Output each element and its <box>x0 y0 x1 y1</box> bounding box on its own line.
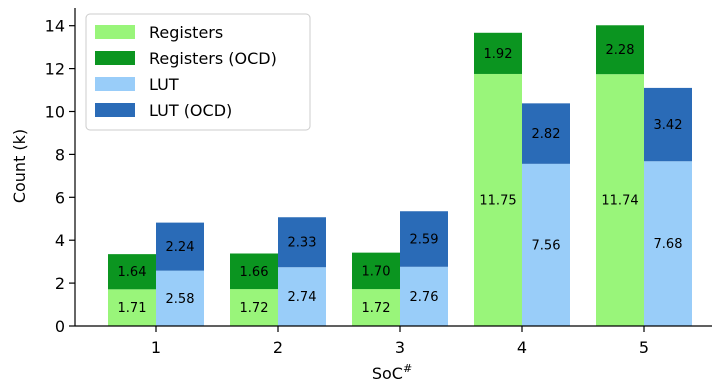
y-tick-label: 8 <box>55 145 65 164</box>
y-axis-title: Count (k) <box>10 129 29 203</box>
y-tick-label: 4 <box>55 231 65 250</box>
bar-registers-ocd-3 <box>352 252 400 290</box>
data-label-lut-base-3: 2.76 <box>410 290 439 305</box>
x-tick-label-3: 3 <box>395 338 405 357</box>
data-label-lut-ocd-5: 3.42 <box>654 118 683 133</box>
x-axis-title: SoC# <box>372 362 412 383</box>
bar-registers-base-4 <box>474 73 522 327</box>
data-label-registers-ocd-1: 1.64 <box>118 265 147 280</box>
bar-lut-ocd-4 <box>522 103 570 164</box>
data-label-lut-ocd-2: 2.33 <box>288 236 317 251</box>
bar-registers-ocd-4 <box>474 32 522 74</box>
data-label-registers-base-1: 1.71 <box>118 301 147 316</box>
legend-swatch <box>95 25 135 39</box>
bar-registers-ocd-1 <box>108 254 156 290</box>
bar-lut-ocd-2 <box>278 217 326 268</box>
bar-lut-ocd-1 <box>156 222 204 271</box>
bar-registers-ocd-2 <box>230 253 278 290</box>
data-label-lut-ocd-3: 2.59 <box>410 233 439 248</box>
legend-entry-label: Registers <box>149 23 223 42</box>
y-tick-label: 0 <box>55 317 65 336</box>
bar-registers-base-2 <box>230 289 278 326</box>
y-tick-label: 12 <box>45 60 65 79</box>
legend-entry-label: Registers (OCD) <box>149 49 277 68</box>
x-axis-title-main: SoC <box>372 364 403 383</box>
bar-lut-base-3 <box>400 266 448 326</box>
x-tick-label-5: 5 <box>639 338 649 357</box>
legend-entry-label: LUT <box>149 75 179 94</box>
bar-registers-base-5 <box>596 74 644 326</box>
bar-lut-ocd-3 <box>400 211 448 267</box>
data-label-registers-base-4: 11.75 <box>479 193 516 208</box>
y-tick-label: 6 <box>55 188 65 207</box>
bar-lut-base-1 <box>156 270 204 326</box>
x-tick-label-1: 1 <box>151 338 161 357</box>
legend-swatch <box>95 103 135 117</box>
bar-lut-base-5 <box>644 161 692 326</box>
data-label-lut-base-4: 7.56 <box>532 238 561 253</box>
bar-lut-ocd-5 <box>644 87 692 162</box>
x-tick-label-2: 2 <box>273 338 283 357</box>
x-tick-label-4: 4 <box>517 338 527 357</box>
legend: Registers Registers (OCD) LUT LUT (OCD) <box>85 13 311 131</box>
bars-layer <box>108 25 692 327</box>
data-label-registers-ocd-4: 1.92 <box>484 47 513 62</box>
data-label-registers-base-5: 11.74 <box>601 194 638 209</box>
data-label-registers-base-2: 1.72 <box>240 301 269 316</box>
y-tick-label: 14 <box>45 17 65 36</box>
data-label-registers-ocd-5: 2.28 <box>606 43 635 58</box>
legend-entry-label: LUT (OCD) <box>149 101 232 120</box>
data-label-lut-ocd-4: 2.82 <box>532 127 561 142</box>
y-axis: 0 2 4 6 8 10 12 14 <box>45 8 76 336</box>
data-label-lut-base-1: 2.58 <box>166 292 195 307</box>
legend-swatch <box>95 77 135 91</box>
bar-lut-base-4 <box>522 163 570 326</box>
data-label-registers-base-3: 1.72 <box>362 301 391 316</box>
x-axis-title-superscript: # <box>403 362 412 375</box>
data-label-registers-ocd-2: 1.66 <box>240 265 269 280</box>
data-label-registers-ocd-3: 1.70 <box>362 264 391 279</box>
bar-lut-base-2 <box>278 267 326 326</box>
legend-box <box>85 13 311 131</box>
bar-registers-base-1 <box>108 289 156 326</box>
legend-swatch <box>95 51 135 65</box>
segment-labels-layer: 1.71 1.64 2.58 2.24 1.72 1.66 2.74 2.33 1.72 1.70… <box>118 43 683 316</box>
bar-registers-ocd-5 <box>596 25 644 75</box>
x-axis: 1 2 3 4 5 <box>75 325 712 357</box>
bar-registers-base-3 <box>352 289 400 326</box>
data-label-lut-base-5: 7.68 <box>654 237 683 252</box>
data-label-lut-ocd-1: 2.24 <box>166 240 195 255</box>
y-tick-label: 2 <box>55 274 65 293</box>
data-label-lut-base-2: 2.74 <box>288 290 317 305</box>
y-tick-label: 10 <box>45 103 65 122</box>
